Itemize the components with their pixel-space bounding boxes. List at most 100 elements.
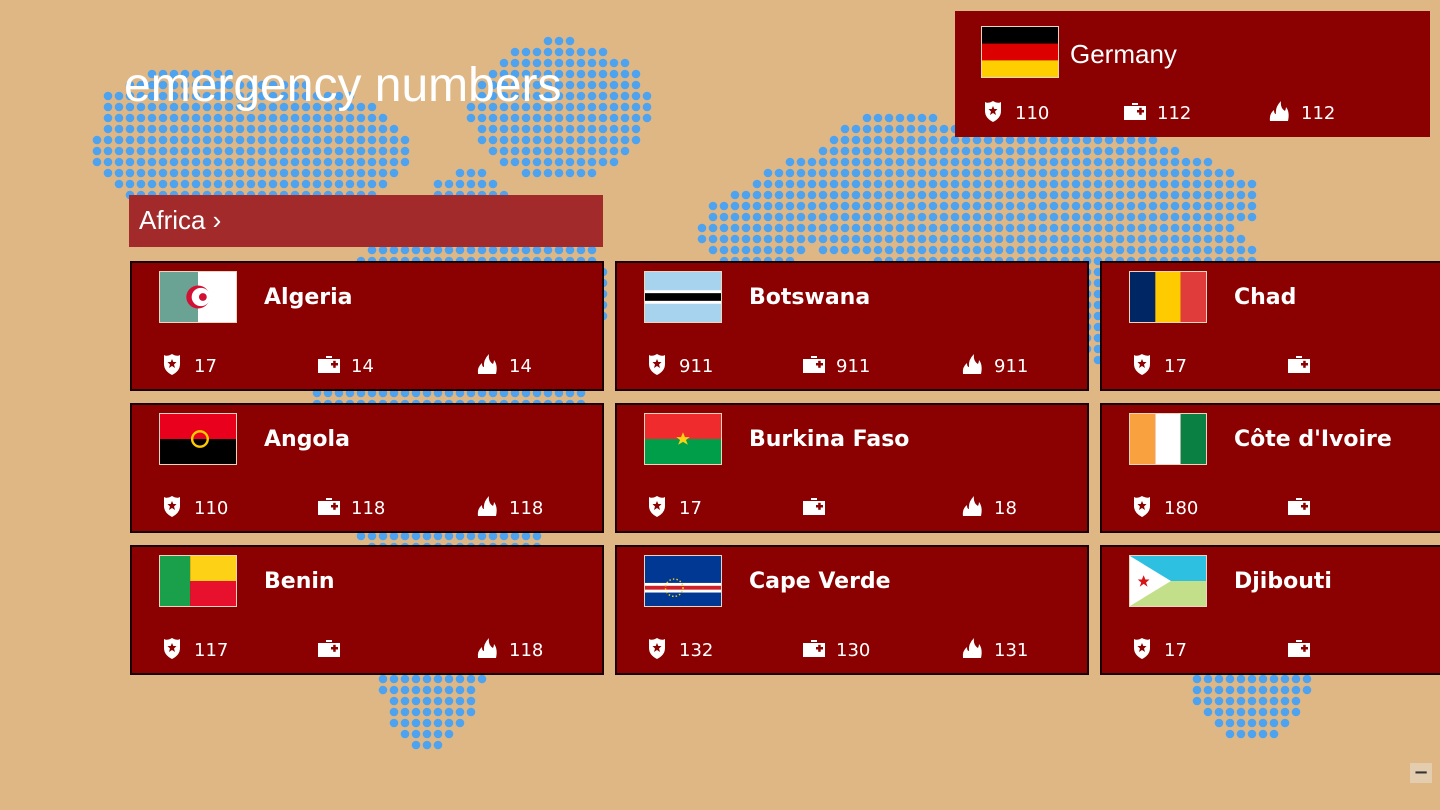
country-tile[interactable]: Cape Verde 132 130 131: [615, 545, 1089, 675]
ambulance-number[interactable]: [1287, 636, 1321, 665]
country-tile[interactable]: Benin 117 118: [130, 545, 604, 675]
fire-number-value: 911: [994, 356, 1029, 377]
country-name: Burkina Faso: [749, 427, 910, 452]
flag-angola: [159, 413, 237, 465]
ambulance-number[interactable]: 911: [802, 352, 870, 381]
police-number[interactable]: 110: [981, 99, 1049, 128]
flag-cote-divoire: [1129, 413, 1207, 465]
country-tile[interactable]: Djibouti 17: [1100, 545, 1440, 675]
app-title: emergency numbers: [124, 59, 562, 112]
semantic-zoom-out-button[interactable]: −: [1410, 763, 1432, 783]
police-badge-icon: [645, 352, 669, 381]
police-number[interactable]: 17: [1130, 636, 1187, 665]
medical-kit-icon: [802, 636, 826, 665]
fire-number[interactable]: 118: [475, 494, 543, 523]
medical-kit-icon: [1123, 99, 1147, 128]
country-tile[interactable]: Algeria 17 14 14: [130, 261, 604, 391]
country-tile[interactable]: Côte d'Ivoire 180: [1100, 403, 1440, 533]
police-number-value: 911: [679, 356, 714, 377]
flag-cape-verde: [644, 555, 722, 607]
country-tile[interactable]: Botswana 911 911 911: [615, 261, 1089, 391]
ambulance-number-value: 112: [1157, 103, 1192, 124]
fire-number-value: 118: [509, 498, 544, 519]
fire-number-value: 118: [509, 640, 544, 661]
police-badge-icon: [160, 494, 184, 523]
police-number-value: 117: [194, 640, 229, 661]
medical-kit-icon: [317, 636, 341, 665]
fire-number[interactable]: 118: [475, 636, 543, 665]
police-number[interactable]: 110: [160, 494, 228, 523]
police-badge-icon: [981, 99, 1005, 128]
fire-number-value: 112: [1301, 103, 1336, 124]
police-number[interactable]: 911: [645, 352, 713, 381]
country-name: Djibouti: [1234, 569, 1332, 594]
ambulance-number[interactable]: [1287, 352, 1321, 381]
medical-kit-icon: [317, 494, 341, 523]
fire-number-value: 131: [994, 640, 1029, 661]
police-number[interactable]: 17: [160, 352, 217, 381]
fire-number-value: 14: [509, 356, 532, 377]
flag-burkina-faso: [644, 413, 722, 465]
ambulance-number[interactable]: 118: [317, 494, 385, 523]
ambulance-number[interactable]: [802, 494, 836, 523]
police-number-value: 110: [194, 498, 229, 519]
police-badge-icon: [1130, 494, 1154, 523]
country-name: Chad: [1234, 285, 1297, 310]
police-number-value: 110: [1015, 103, 1050, 124]
country-tile[interactable]: Burkina Faso 17 18: [615, 403, 1089, 533]
fire-number[interactable]: 14: [475, 352, 532, 381]
fire-icon: [960, 494, 984, 523]
ambulance-number[interactable]: 112: [1123, 99, 1191, 128]
police-number[interactable]: 132: [645, 636, 713, 665]
fire-number[interactable]: 18: [960, 494, 1017, 523]
police-badge-icon: [1130, 636, 1154, 665]
ambulance-number[interactable]: 130: [802, 636, 870, 665]
police-badge-icon: [645, 494, 669, 523]
flag-chad: [1129, 271, 1207, 323]
country-name: Benin: [264, 569, 335, 594]
flag-germany: [981, 26, 1059, 78]
medical-kit-icon: [802, 352, 826, 381]
medical-kit-icon: [1287, 352, 1311, 381]
fire-number[interactable]: 112: [1267, 99, 1335, 128]
police-badge-icon: [645, 636, 669, 665]
flag-benin: [159, 555, 237, 607]
police-number[interactable]: 117: [160, 636, 228, 665]
group-header-africa[interactable]: Africa ›: [129, 195, 603, 247]
ambulance-number[interactable]: [1287, 494, 1321, 523]
police-number[interactable]: 17: [645, 494, 702, 523]
ambulance-number[interactable]: 14: [317, 352, 374, 381]
police-number-value: 132: [679, 640, 714, 661]
ambulance-number-value: 130: [836, 640, 871, 661]
police-number[interactable]: 180: [1130, 494, 1198, 523]
police-badge-icon: [160, 352, 184, 381]
country-name: Côte d'Ivoire: [1234, 427, 1392, 452]
fire-icon: [960, 636, 984, 665]
featured-country-tile[interactable]: Germany 110 112 112: [955, 11, 1430, 137]
medical-kit-icon: [317, 352, 341, 381]
country-tile[interactable]: Angola 110 118 118: [130, 403, 604, 533]
police-number[interactable]: 17: [1130, 352, 1187, 381]
flag-algeria: [159, 271, 237, 323]
police-number-value: 180: [1164, 498, 1199, 519]
fire-icon: [475, 636, 499, 665]
police-badge-icon: [160, 636, 184, 665]
ambulance-number-value: 118: [351, 498, 386, 519]
flag-djibouti: [1129, 555, 1207, 607]
medical-kit-icon: [1287, 494, 1311, 523]
country-name: Germany: [1070, 39, 1177, 69]
country-name: Angola: [264, 427, 350, 452]
fire-icon: [1267, 99, 1291, 128]
fire-number[interactable]: 131: [960, 636, 1028, 665]
country-name: Botswana: [749, 285, 871, 310]
fire-number[interactable]: 911: [960, 352, 1028, 381]
police-number-value: 17: [1164, 356, 1187, 377]
police-number-value: 17: [194, 356, 217, 377]
country-tile[interactable]: Chad 17: [1100, 261, 1440, 391]
police-number-value: 17: [679, 498, 702, 519]
medical-kit-icon: [1287, 636, 1311, 665]
fire-icon: [960, 352, 984, 381]
ambulance-number[interactable]: [317, 636, 351, 665]
fire-icon: [475, 494, 499, 523]
ambulance-number-value: 14: [351, 356, 374, 377]
